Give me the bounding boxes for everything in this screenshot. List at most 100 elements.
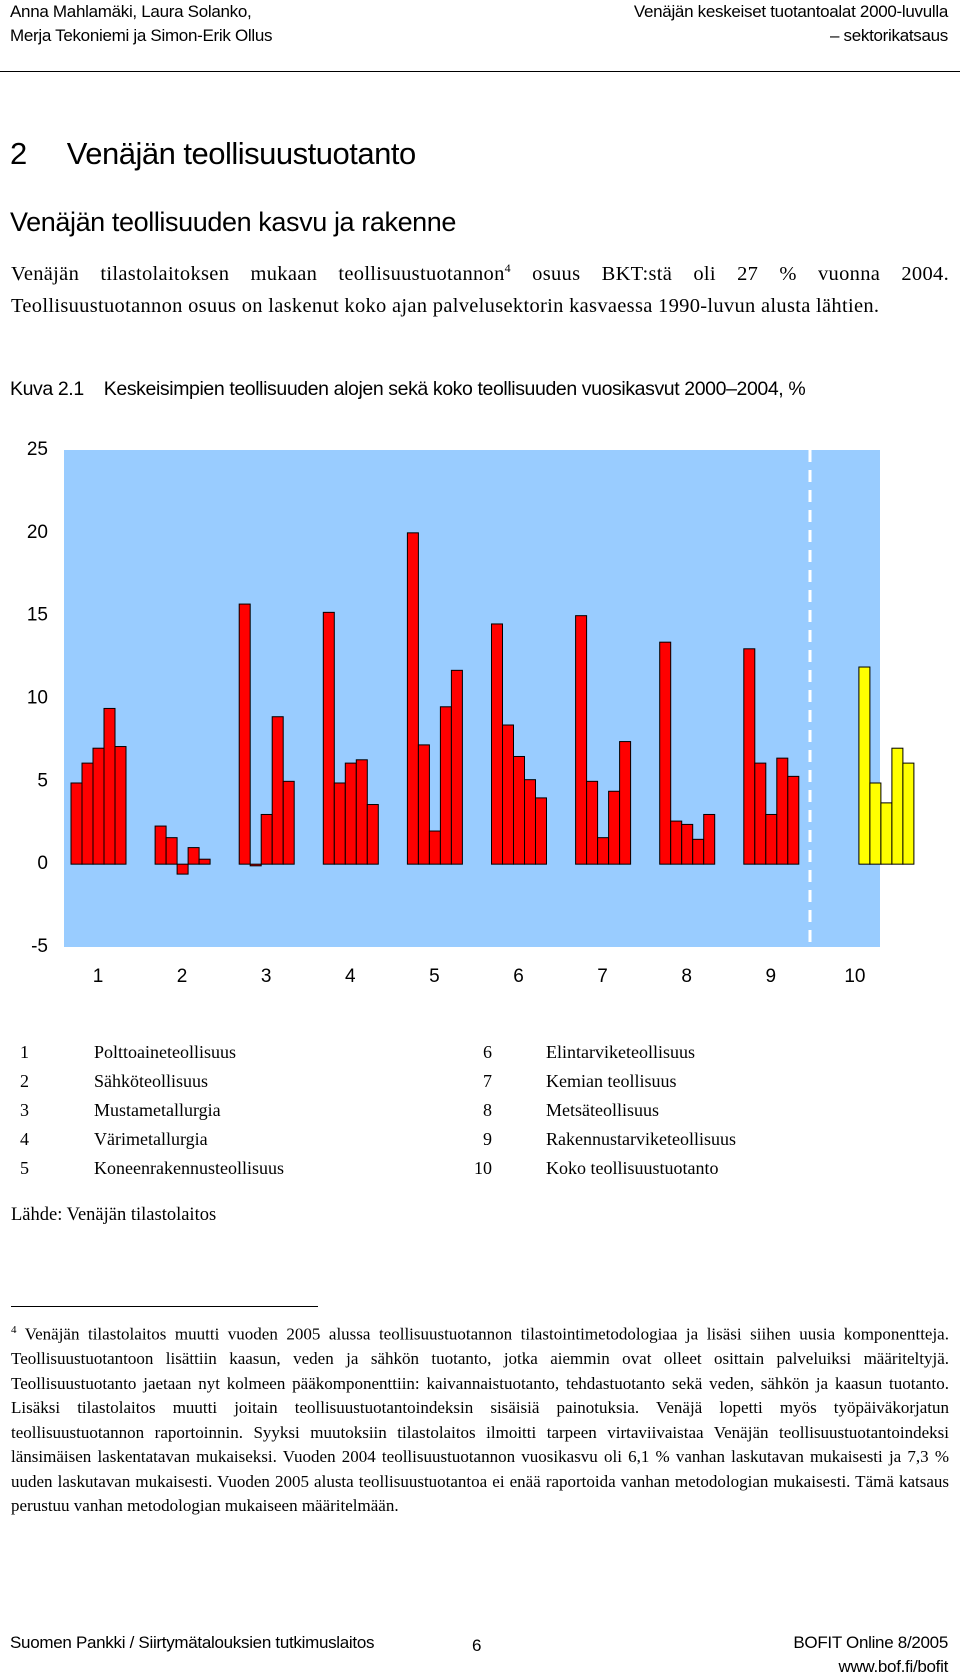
bar (787, 775, 800, 865)
bar (891, 747, 904, 865)
bar (902, 762, 915, 865)
bar (535, 797, 547, 865)
legend-number: 4 (20, 1129, 29, 1149)
bar (681, 823, 694, 865)
x-tick-label: 7 (597, 966, 608, 987)
bar (238, 603, 251, 865)
page-number: 6 (472, 1636, 482, 1655)
legend-number: 5 (20, 1158, 29, 1178)
legend-number: 7 (483, 1071, 492, 1091)
footnote-number: 4 (11, 1324, 17, 1336)
bar (114, 746, 127, 865)
figure-label: Kuva 2.1 (10, 378, 84, 400)
bar (92, 747, 105, 865)
bar (608, 790, 621, 865)
bar (869, 782, 882, 865)
bar (450, 669, 463, 865)
x-tick-label: 4 (345, 966, 356, 987)
y-tick-label: 20 (27, 522, 48, 543)
header-authors: Anna Mahlamäki, Laura Solanko, Merja Tek… (10, 0, 273, 48)
bar (282, 780, 295, 865)
bar (249, 863, 262, 867)
legend-number: 8 (483, 1100, 492, 1120)
y-tick-label: 5 (37, 770, 48, 791)
bar (502, 724, 514, 865)
legend-label: Elintarviketeollisuus (546, 1042, 695, 1062)
bar (776, 757, 789, 865)
bar (880, 802, 893, 865)
bar (659, 641, 672, 865)
bar (692, 838, 705, 865)
x-tick-label: 6 (513, 966, 524, 987)
x-tick-label: 1 (93, 966, 104, 987)
legend-number: 6 (483, 1042, 492, 1062)
bar (198, 858, 211, 865)
bar (271, 716, 284, 865)
x-tick-label: 3 (261, 966, 272, 987)
header-title-line: – sektorikatsaus (829, 26, 948, 45)
bar (513, 755, 525, 865)
y-tick-label: 15 (27, 605, 48, 626)
bar (524, 779, 536, 865)
section-heading: 2 Venäjän teollisuustuotanto (10, 136, 416, 172)
legend-number: 1 (20, 1042, 29, 1062)
legend-label: Koko teollisuustuotanto (546, 1158, 719, 1178)
bar (81, 762, 94, 865)
y-tick-label: -5 (31, 936, 48, 957)
bar (575, 615, 588, 865)
legend-number: 3 (20, 1100, 29, 1120)
header-title-line: Venäjän keskeiset tuotantoalat 2000-luvu… (633, 2, 948, 21)
legend: 1 Polttoaineteollisuus 2 Sähköteollisuus 3 Mu… (0, 1038, 960, 1188)
chart-title: Keskeisimpien teollisuuden alojen sekä k… (103, 378, 806, 400)
bar (586, 780, 599, 865)
bar (187, 847, 200, 865)
bar (355, 759, 368, 865)
bar (260, 813, 273, 865)
legend-number: 10 (474, 1158, 492, 1178)
chart: -5 0 5 10 15 20 25 1 2 3 4 5 6 7 8 9 10 (27, 439, 915, 987)
y-tick-label: 10 (27, 688, 48, 709)
section-number: 2 (10, 136, 27, 171)
bar (406, 532, 419, 865)
bar (165, 837, 178, 865)
legend-label: Koneenrakennusteollisuus (94, 1158, 284, 1178)
bar (858, 666, 871, 865)
legend-label: Mustametallurgia (94, 1100, 221, 1120)
y-tick-label: 25 (27, 439, 48, 460)
bar (428, 830, 441, 865)
source: Lähde: Venäjän tilastolaitos (11, 1205, 217, 1225)
footnote-ref: 4 (504, 261, 511, 275)
bar (619, 741, 632, 865)
header-rule (0, 71, 960, 72)
footer-right-line: BOFIT Online 8/2005 (793, 1633, 948, 1652)
x-tick-label: 8 (681, 966, 692, 987)
legend-label: Rakennustarviketeollisuus (546, 1129, 736, 1149)
legend-label: Sähköteollisuus (94, 1071, 209, 1091)
x-tick-label: 10 (844, 966, 865, 987)
footer-left: Suomen Pankki / Siirtymätalouksien tutki… (10, 1633, 375, 1652)
bar (491, 623, 503, 865)
bar (703, 813, 716, 865)
legend-number: 2 (20, 1071, 29, 1091)
x-tick-label: 2 (177, 966, 188, 987)
bar (765, 813, 778, 865)
legend-label: Polttoaineteollisuus (94, 1042, 236, 1062)
legend-label: Metsäteollisuus (546, 1100, 659, 1120)
footnote-text: Venäjän tilastolaitos muutti vuoden 2005… (11, 1324, 949, 1516)
x-tick-label: 5 (429, 966, 440, 987)
section-title: Venäjän teollisuustuotanto (66, 136, 416, 171)
bar (754, 762, 767, 865)
bar (322, 611, 335, 865)
legend-number: 9 (483, 1129, 492, 1149)
footer-right: BOFIT Online 8/2005 www.bof.fi/bofit (793, 1631, 948, 1679)
bar (670, 820, 683, 865)
bar (103, 707, 116, 865)
bar (70, 782, 83, 865)
body-paragraph: Venäjän tilastolaitoksen mukaan teollisu… (11, 252, 949, 322)
x-tick-label: 9 (766, 966, 777, 987)
header-author-line: Merja Tekoniemi ja Simon-Erik Ollus (10, 26, 273, 45)
paragraph-text: Venäjän tilastolaitoksen mukaan teollisu… (11, 262, 505, 285)
bar (154, 825, 167, 865)
figure-caption: Kuva 2.1 Keskeisimpien teollisuuden aloje… (10, 378, 806, 401)
